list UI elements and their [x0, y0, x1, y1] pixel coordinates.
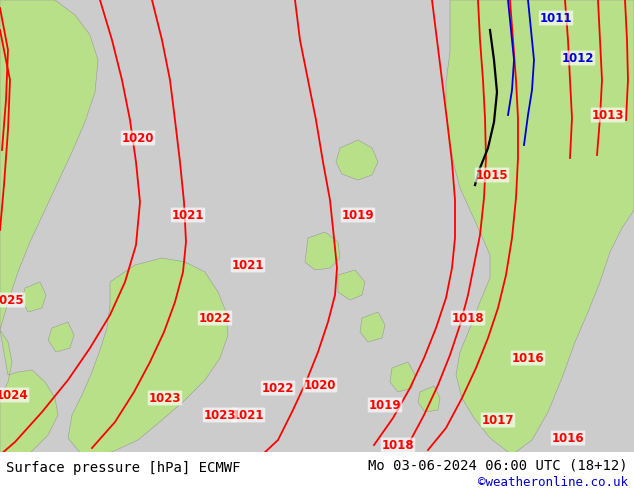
Text: Mo 03-06-2024 06:00 UTC (18+12): Mo 03-06-2024 06:00 UTC (18+12) — [368, 458, 628, 472]
Text: 1021: 1021 — [172, 209, 204, 221]
Text: 1021: 1021 — [232, 259, 264, 271]
Text: ©weatheronline.co.uk: ©weatheronline.co.uk — [478, 475, 628, 489]
Polygon shape — [0, 0, 98, 330]
Text: 1024: 1024 — [0, 389, 29, 401]
Text: 1021: 1021 — [232, 409, 264, 421]
Polygon shape — [418, 386, 440, 412]
Polygon shape — [360, 312, 385, 342]
Polygon shape — [338, 270, 365, 300]
Text: 1011: 1011 — [540, 11, 573, 24]
Text: 1016: 1016 — [552, 432, 585, 444]
Text: 1022: 1022 — [198, 312, 231, 324]
Text: 1018: 1018 — [451, 312, 484, 324]
Text: 1015: 1015 — [476, 169, 508, 181]
Text: 1012: 1012 — [562, 51, 594, 65]
Text: 1020: 1020 — [122, 131, 154, 145]
Polygon shape — [305, 232, 340, 270]
Polygon shape — [336, 140, 378, 180]
Text: 1016: 1016 — [512, 351, 545, 365]
Text: 1017: 1017 — [482, 414, 514, 426]
Text: 1013: 1013 — [592, 108, 624, 122]
Polygon shape — [0, 0, 634, 452]
Text: Surface pressure [hPa] ECMWF: Surface pressure [hPa] ECMWF — [6, 461, 240, 475]
Polygon shape — [446, 0, 634, 455]
Text: 1018: 1018 — [382, 439, 414, 451]
Polygon shape — [0, 330, 58, 455]
Text: 1019: 1019 — [342, 209, 374, 221]
Text: 1022: 1022 — [262, 382, 294, 394]
Text: 1023: 1023 — [204, 409, 236, 421]
Text: 1023: 1023 — [149, 392, 181, 405]
Polygon shape — [48, 322, 74, 352]
Text: 1025: 1025 — [0, 294, 24, 307]
Polygon shape — [0, 452, 634, 490]
Polygon shape — [68, 258, 228, 455]
Polygon shape — [390, 362, 415, 392]
Text: 1020: 1020 — [304, 378, 336, 392]
Polygon shape — [22, 282, 46, 312]
Text: 1019: 1019 — [369, 398, 401, 412]
